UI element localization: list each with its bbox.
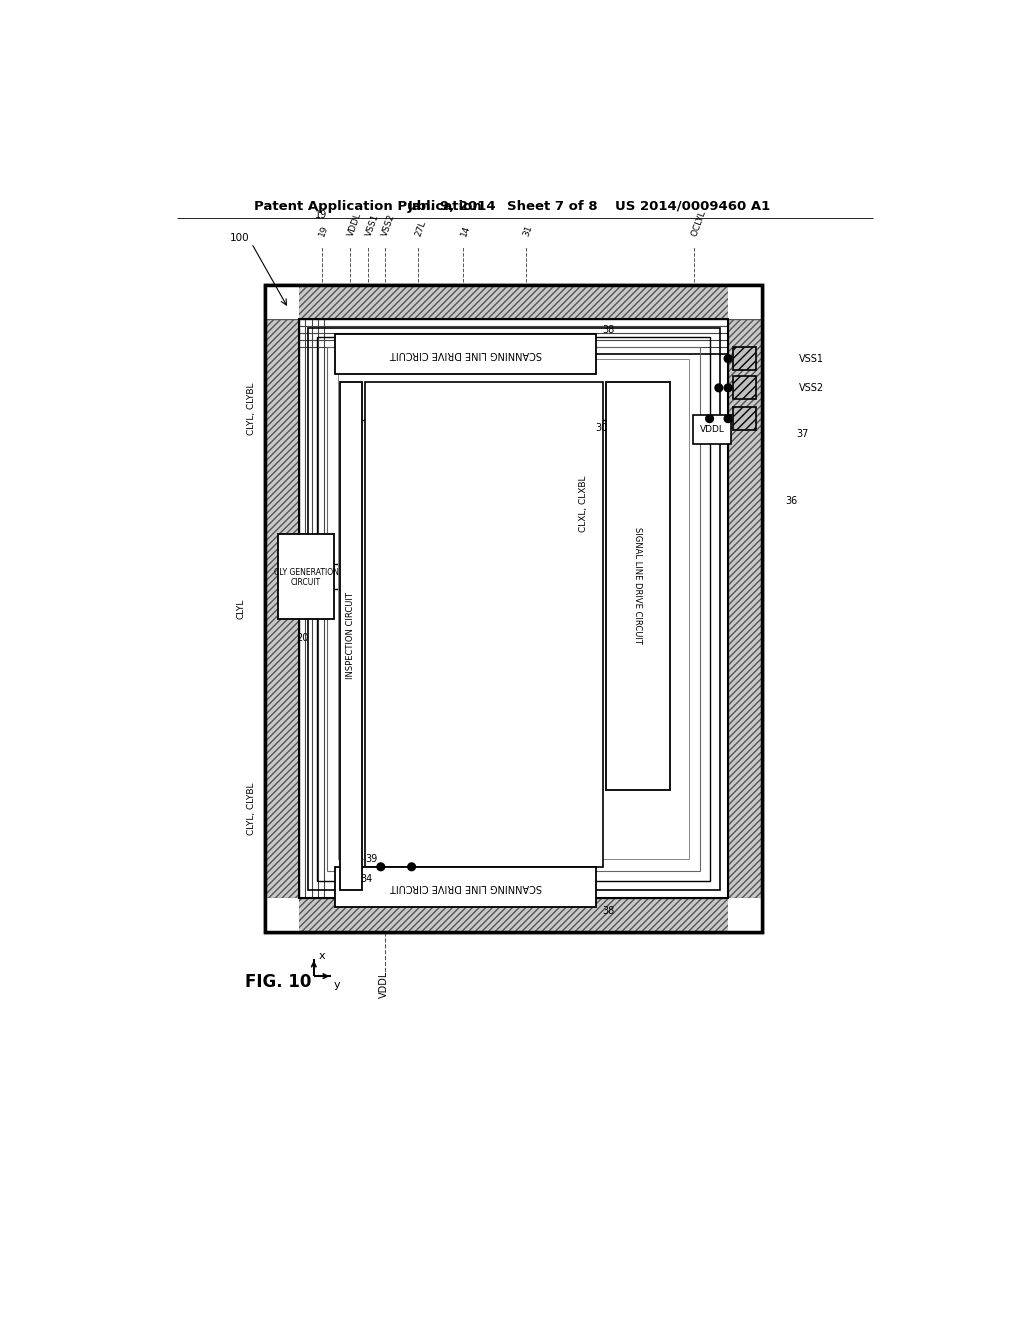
Bar <box>265 899 299 932</box>
Text: VSS1: VSS1 <box>799 354 824 363</box>
Bar <box>733 376 756 400</box>
Bar <box>340 381 361 890</box>
Bar <box>299 319 728 899</box>
Text: CIRCUIT: CIRCUIT <box>291 578 322 587</box>
Circle shape <box>724 355 732 363</box>
Bar <box>733 347 756 370</box>
Bar <box>327 347 700 871</box>
Text: Patent Application Publication: Patent Application Publication <box>254 199 481 213</box>
Bar <box>279 535 334 619</box>
Text: CLYL: CLYL <box>237 599 245 619</box>
Text: VDDL: VDDL <box>346 211 364 238</box>
Text: x: x <box>318 952 325 961</box>
Text: CLYL, CLYBL: CLYL, CLYBL <box>247 383 256 434</box>
Text: 39: 39 <box>366 854 378 865</box>
Text: 14: 14 <box>460 224 472 238</box>
Text: VDDL: VDDL <box>379 970 388 998</box>
Text: 38: 38 <box>602 325 614 335</box>
Bar <box>307 327 720 890</box>
Bar <box>335 867 596 907</box>
Bar <box>265 319 299 899</box>
Text: 100: 100 <box>230 232 250 243</box>
Bar <box>265 285 299 319</box>
Bar <box>606 381 670 789</box>
Bar <box>265 285 762 932</box>
Text: 30: 30 <box>595 422 607 433</box>
Text: 37: 37 <box>797 429 809 440</box>
Bar <box>316 337 711 880</box>
Text: 20: 20 <box>296 632 308 643</box>
Text: VSS1: VSS1 <box>364 213 380 238</box>
Text: CLXL, CLXBL: CLXL, CLXBL <box>579 477 588 532</box>
Bar <box>692 414 731 444</box>
Text: Jan. 9, 2014: Jan. 9, 2014 <box>409 199 497 213</box>
Text: US 2014/0009460 A1: US 2014/0009460 A1 <box>615 199 770 213</box>
Text: VSS2: VSS2 <box>799 383 824 393</box>
Text: INSPECTION CIRCUIT: INSPECTION CIRCUIT <box>346 593 355 680</box>
Text: 31: 31 <box>522 224 535 238</box>
Text: 19: 19 <box>315 210 328 219</box>
Bar <box>366 381 602 867</box>
Circle shape <box>715 384 723 392</box>
Text: 27L: 27L <box>414 219 428 238</box>
Bar <box>265 285 762 319</box>
Text: VSS2: VSS2 <box>381 213 397 238</box>
Circle shape <box>724 384 732 392</box>
Text: FIG. 10: FIG. 10 <box>245 973 311 991</box>
Text: CLY GENERATION: CLY GENERATION <box>273 568 339 577</box>
Bar <box>728 285 762 319</box>
Text: 36: 36 <box>785 496 798 506</box>
Bar <box>265 899 762 932</box>
Circle shape <box>724 414 732 422</box>
Bar <box>339 359 689 859</box>
Text: Sheet 7 of 8: Sheet 7 of 8 <box>507 199 598 213</box>
Text: OCLYL: OCLYL <box>690 209 709 238</box>
Text: y: y <box>334 979 340 990</box>
Text: SIGNAL LINE DRIVE CIRCUIT: SIGNAL LINE DRIVE CIRCUIT <box>634 527 642 644</box>
Circle shape <box>408 863 416 871</box>
Text: 34: 34 <box>360 874 373 884</box>
Text: VDDL: VDDL <box>699 425 724 434</box>
Bar <box>728 319 762 899</box>
Bar <box>335 334 596 374</box>
Text: 19: 19 <box>317 224 330 238</box>
Circle shape <box>377 863 385 871</box>
Text: SCANNING LINE DRIVE CIRCUIT: SCANNING LINE DRIVE CIRCUIT <box>389 882 542 892</box>
Text: SCANNING LINE DRIVE CIRCUIT: SCANNING LINE DRIVE CIRCUIT <box>389 348 542 359</box>
Text: CLYL, CLYBL: CLYL, CLYBL <box>247 783 256 836</box>
Text: 38: 38 <box>602 906 614 916</box>
Bar <box>265 285 762 932</box>
Bar <box>733 407 756 430</box>
Circle shape <box>706 414 714 422</box>
Bar <box>728 899 762 932</box>
